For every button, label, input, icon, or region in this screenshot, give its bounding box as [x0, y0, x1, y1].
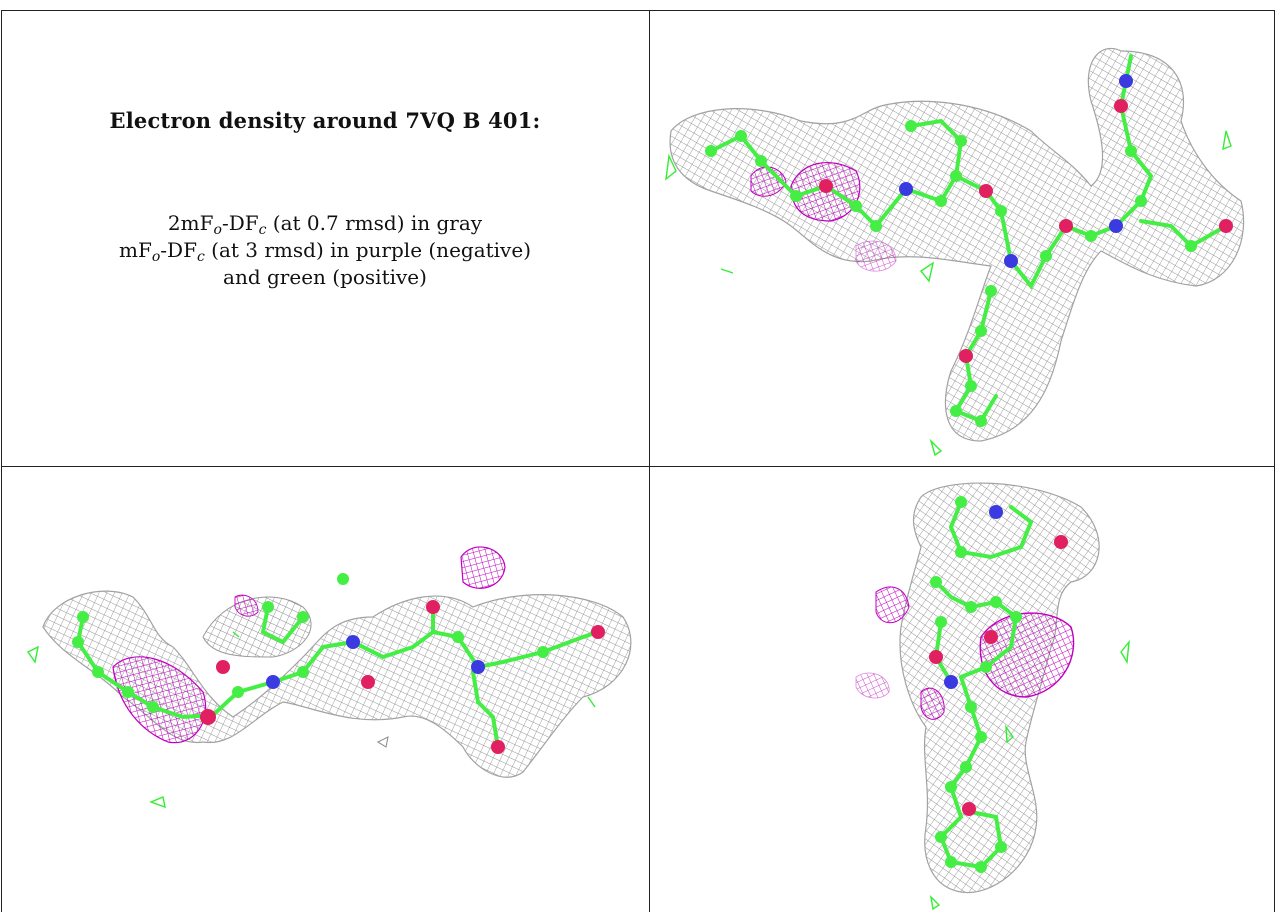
legend-text: (at 3 rmsd) in purple (negative): [204, 238, 531, 262]
molecule-bonds: [75, 605, 600, 749]
density-view-top-right: [651, 11, 1273, 465]
legend-line-colors: and green (positive): [223, 265, 427, 289]
density-negative-purple: [855, 586, 1075, 720]
molecule-atoms: [705, 74, 1233, 427]
legend-subscript: o: [151, 249, 161, 265]
legend-text: -DF: [160, 238, 197, 262]
density-positive-green: [929, 639, 1130, 911]
center-divider: [649, 10, 650, 912]
map-legend: 2mFo-DFc (at 0.7 rmsd) in gray mFo-DFc (…: [0, 210, 650, 291]
density-mesh-fragment: [376, 736, 389, 748]
top-border: [1, 10, 1275, 11]
legend-text: (at 0.7 rmsd) in gray: [266, 211, 483, 235]
molecule-render: [855, 482, 1130, 911]
legend-text: -DF: [221, 211, 259, 235]
left-border: [1, 10, 2, 912]
molecule-atoms: [72, 573, 605, 754]
legend-text: mF: [119, 238, 152, 262]
caption-panel: Electron density around 7VQ B 401: 2mFo-…: [0, 10, 650, 466]
density-view-bottom-left: [3, 467, 648, 911]
density-mesh-2fofc: [669, 47, 1245, 442]
density-view-bottom-right: [651, 467, 1273, 911]
density-positive-green: [26, 631, 596, 809]
legend-subscript: c: [258, 222, 267, 238]
legend-subscript: o: [213, 222, 222, 238]
density-positive-green: [665, 130, 1232, 457]
legend-subscript: c: [196, 249, 205, 265]
legend-text: 2mF: [167, 211, 214, 235]
middle-divider: [1, 466, 1275, 467]
molecule-render: [26, 546, 632, 809]
figure-title: Electron density around 7VQ B 401:: [109, 108, 541, 133]
molecule-render: [665, 47, 1245, 457]
legend-line-2fofc: 2mFo-DFc (at 0.7 rmsd) in gray: [0, 210, 650, 237]
right-border: [1274, 10, 1275, 912]
density-negative-purple: [112, 546, 506, 744]
legend-line-fofc: mFo-DFc (at 3 rmsd) in purple (negative): [0, 237, 650, 264]
molecule-atoms: [929, 496, 1068, 873]
